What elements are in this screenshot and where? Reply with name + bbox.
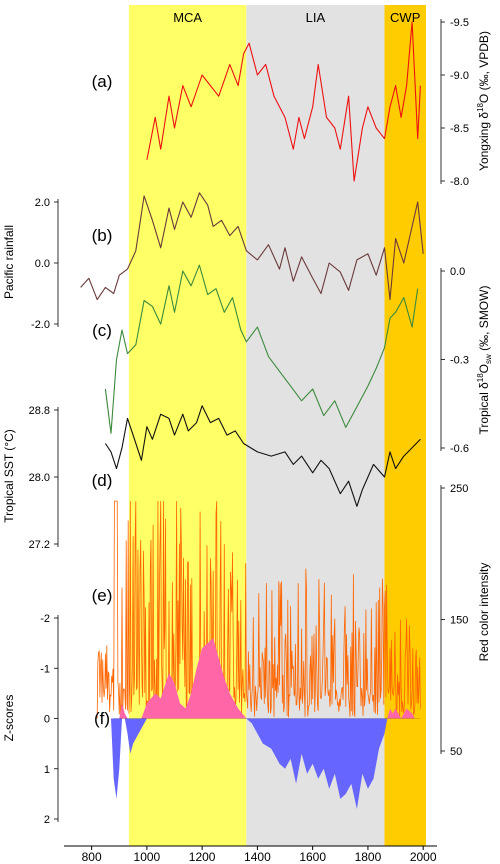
series-c-line [104, 264, 419, 434]
rainfall-tick-label: 2.0 [35, 197, 50, 209]
rainfall-axis-title: Pacific rainfall [2, 225, 16, 299]
red-axis-title: Red color intensity [477, 563, 491, 662]
d18osw-tick-label: 0.0 [450, 266, 465, 278]
sst-tick-label: 28.8 [29, 405, 50, 417]
series-a-line [146, 21, 421, 182]
yongxing-tick-label: -9.5 [450, 17, 469, 29]
rainfall-tick-label: -2.0 [31, 319, 50, 331]
panel-label-d: (d) [92, 471, 113, 490]
red-tick-label: 250 [450, 483, 468, 495]
rainfall-tick-label: 0.0 [35, 258, 50, 270]
yongxing-tick-label: -8.0 [450, 176, 469, 188]
labels: MCALIACWP800100012001400160018002000Year… [2, 10, 493, 864]
period-label-lia: LIA [306, 10, 326, 25]
red-tick-label: 150 [450, 615, 468, 627]
period-label-mca: MCA [173, 10, 202, 25]
panel-label-a: (a) [92, 72, 113, 91]
data-series [80, 21, 424, 809]
d18osw-tick-label: -0.3 [450, 355, 469, 367]
yongxing-tick-label: -8.5 [450, 123, 469, 135]
axes [54, 19, 445, 850]
panel-label-b: (b) [92, 226, 113, 245]
d18osw-tick-label: -0.6 [450, 443, 469, 455]
x-tick-label: 1800 [355, 850, 382, 864]
x-tick-label: 2000 [410, 850, 437, 864]
panel-label-f: (f) [94, 709, 110, 728]
sst-axis-title: Tropical SST (°C) [2, 429, 16, 522]
zscore-tick-label: -1 [40, 663, 50, 675]
panel-label-e: (e) [92, 586, 113, 605]
zscore-tick-label: -2 [40, 613, 50, 625]
zscore-tick-label: 1 [44, 764, 50, 776]
series-f-negative-area [111, 718, 415, 809]
series-e-line [96, 500, 421, 719]
sst-tick-label: 28.0 [29, 472, 50, 484]
period-band-cwp [384, 5, 426, 846]
panel-label-c: (c) [92, 321, 112, 340]
period-band-mca [128, 5, 247, 846]
d18osw-axis-title: Tropical δ18Osw (‰, SMOW) [476, 286, 493, 435]
x-tick-label: 1400 [244, 850, 271, 864]
series-d-line [104, 405, 421, 507]
period-band-lia [246, 5, 385, 846]
period-label-cwp: CWP [390, 10, 420, 25]
x-tick-label: 1200 [189, 850, 216, 864]
series-b-line [80, 192, 424, 301]
x-tick-label: 1000 [134, 850, 161, 864]
yongxing-axis-title: Yongxing δ18O (‰, VPDB) [476, 31, 491, 171]
yongxing-tick-label: -9.0 [450, 70, 469, 82]
zscore-axis-title: Z-scores [2, 695, 16, 742]
sst-tick-label: 27.2 [29, 539, 50, 551]
zscore-tick-label: 2 [44, 814, 50, 826]
zscore-tick-label: 0 [44, 714, 50, 726]
x-tick-label: 1600 [299, 850, 326, 864]
red-tick-label: 50 [450, 746, 462, 758]
x-tick-label: 800 [82, 850, 102, 864]
